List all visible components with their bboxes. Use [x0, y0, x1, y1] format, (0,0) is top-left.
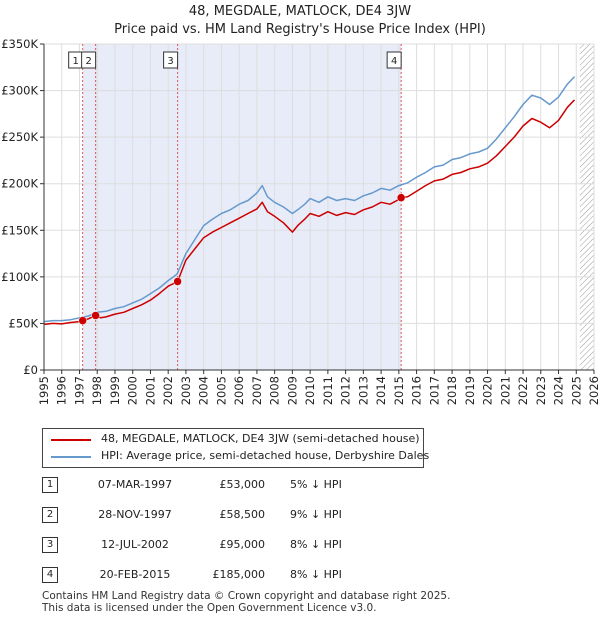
transaction-label: 3 — [167, 56, 173, 67]
x-tick-label: 2023 — [534, 376, 548, 405]
transaction-number-badge: 4 — [42, 567, 58, 583]
transaction-number-badge: 2 — [42, 507, 58, 523]
legend-label-property: 48, MEGDALE, MATLOCK, DE4 3JW (semi-deta… — [101, 432, 420, 445]
x-tick-label: 1999 — [108, 376, 122, 405]
footer-licence: This data is licensed under the Open Gov… — [42, 602, 377, 614]
x-tick-label: 2003 — [179, 376, 193, 405]
transaction-date: 20-FEB-2015 — [99, 568, 171, 581]
sale-point — [91, 311, 100, 320]
x-tick-label: 2019 — [463, 376, 477, 405]
transaction-number-badge: 1 — [42, 477, 58, 493]
transaction-price: £53,000 — [219, 478, 266, 491]
table-row: 2 28-NOV-1997 £58,500 9% ↓ HPI — [0, 506, 600, 526]
x-tick-label: 2010 — [303, 376, 317, 405]
transaction-label: 2 — [85, 56, 91, 67]
x-tick-label: 1996 — [55, 376, 69, 405]
x-tick-label: 2005 — [214, 376, 228, 405]
chart-title-address: 48, MEGDALE, MATLOCK, DE4 3JW — [188, 4, 412, 19]
x-tick-label: 2025 — [569, 376, 583, 405]
transaction-date: 07-MAR-1997 — [97, 478, 173, 491]
x-tick-label: 2007 — [250, 376, 264, 405]
x-tick-label: 1998 — [90, 376, 104, 405]
transaction-label-box — [386, 51, 402, 69]
x-tick-label: 2012 — [339, 376, 353, 405]
x-tick-label: 2016 — [410, 376, 424, 405]
sale-point — [78, 316, 87, 325]
chart-legend: 48, MEGDALE, MATLOCK, DE4 3JW (semi-deta… — [42, 428, 429, 468]
x-tick-label: 2024 — [552, 376, 566, 405]
future-hatch-region — [579, 44, 594, 370]
x-tick-label: 2018 — [445, 376, 459, 405]
x-tick-label: 1997 — [72, 376, 86, 405]
sale-point — [396, 193, 406, 202]
y-tick-label: £300K — [1, 84, 38, 98]
transaction-label-box — [81, 51, 97, 69]
x-tick-label: 2000 — [126, 376, 140, 405]
transaction-price: £58,500 — [219, 508, 266, 521]
x-tick-label: 1995 — [37, 376, 51, 405]
transaction-price: £95,000 — [219, 538, 266, 551]
transaction-label-box — [163, 51, 179, 69]
x-tick-label: 2004 — [197, 376, 211, 405]
y-tick-label: £0 — [23, 363, 38, 377]
y-tick-label: £50K — [9, 316, 39, 330]
transaction-price: £185,000 — [212, 568, 266, 581]
transaction-date: 28-NOV-1997 — [98, 508, 172, 521]
legend-swatch-hpi — [51, 456, 91, 458]
transaction-label: 1 — [72, 56, 78, 67]
footer-copyright: Contains HM Land Registry data © Crown c… — [42, 590, 451, 602]
x-tick-label: 2002 — [161, 376, 175, 405]
table-row: 4 20-FEB-2015 £185,000 8% ↓ HPI — [0, 566, 600, 586]
table-row: 3 12-JUL-2002 £95,000 8% ↓ HPI — [0, 536, 600, 556]
x-tick-label: 2020 — [481, 376, 495, 405]
x-tick-label: 2017 — [427, 376, 441, 405]
transaction-date: 12-JUL-2002 — [101, 538, 169, 551]
x-tick-label: 2001 — [143, 376, 157, 405]
transaction-hpi-diff: 8% ↓ HPI — [290, 568, 342, 581]
y-tick-label: £250K — [1, 130, 38, 144]
y-tick-label: £150K — [1, 223, 38, 237]
x-tick-label: 2008 — [268, 376, 282, 405]
table-row: 1 07-MAR-1997 £53,000 5% ↓ HPI — [0, 476, 600, 496]
x-tick-label: 2026 — [587, 376, 600, 405]
y-tick-label: £350K — [1, 37, 38, 51]
x-tick-label: 2013 — [356, 376, 370, 405]
y-tick-label: £100K — [1, 270, 38, 284]
x-tick-label: 2014 — [374, 376, 388, 405]
chart-title-subtitle: Price paid vs. HM Land Registry's House … — [114, 22, 486, 37]
transaction-hpi-diff: 8% ↓ HPI — [290, 538, 342, 551]
transaction-number-badge: 3 — [42, 537, 58, 553]
hpi-line — [43, 76, 576, 323]
sale-point — [173, 277, 182, 286]
y-tick-label: £200K — [1, 177, 38, 191]
transaction-label: 4 — [391, 56, 397, 67]
transaction-hpi-diff: 5% ↓ HPI — [290, 478, 342, 491]
x-tick-label: 2015 — [392, 376, 406, 405]
x-tick-label: 2021 — [498, 376, 512, 405]
x-tick-label: 2009 — [285, 376, 299, 405]
ownership-period-shade — [82, 44, 402, 370]
transaction-hpi-diff: 9% ↓ HPI — [290, 508, 342, 521]
x-tick-label: 2006 — [232, 376, 246, 405]
legend-swatch-property — [51, 439, 91, 441]
property-price-line — [43, 99, 576, 326]
x-tick-label: 2011 — [321, 376, 335, 405]
x-tick-label: 2022 — [516, 376, 530, 405]
legend-label-hpi: HPI: Average price, semi-detached house,… — [101, 449, 430, 462]
